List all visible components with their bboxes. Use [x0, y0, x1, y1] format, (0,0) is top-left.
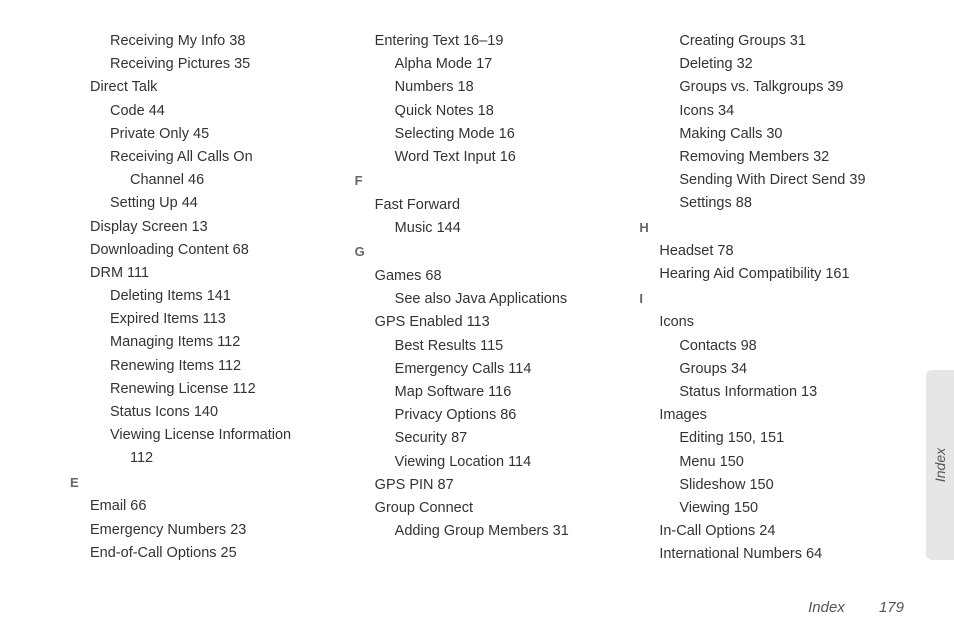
index-entry: Hearing Aid Compatibility 161	[639, 263, 904, 286]
index-entry: Emergency Calls 114	[355, 358, 620, 381]
index-entry: DRM 111	[70, 262, 335, 285]
index-entry: Group Connect	[355, 497, 620, 520]
index-entry: Renewing Items 112	[70, 355, 335, 378]
index-entry: Viewing Location 114	[355, 451, 620, 474]
index-entry: Editing 150, 151	[639, 427, 904, 450]
index-entry: See also Java Applications	[355, 288, 620, 311]
index-entry: International Numbers 64	[639, 543, 904, 566]
index-entry: Receiving All Calls On	[70, 146, 335, 169]
index-entry: Slideshow 150	[639, 474, 904, 497]
index-entry: Setting Up 44	[70, 192, 335, 215]
index-entry: Private Only 45	[70, 123, 335, 146]
index-entry: Viewing License Information	[70, 424, 335, 447]
index-entry: Receiving Pictures 35	[70, 53, 335, 76]
index-entry: Managing Items 112	[70, 331, 335, 354]
page-footer: Index 179	[808, 599, 904, 616]
index-letter-heading: I	[639, 289, 904, 310]
index-entry: Groups 34	[639, 358, 904, 381]
index-entry: Code 44	[70, 100, 335, 123]
index-column-1: Receiving My Info 38Receiving Pictures 3…	[70, 30, 335, 590]
index-entry: Adding Group Members 31	[355, 520, 620, 543]
index-entry: Receiving My Info 38	[70, 30, 335, 53]
index-columns: Receiving My Info 38Receiving Pictures 3…	[70, 30, 904, 590]
footer-page-number: 179	[879, 599, 904, 616]
index-entry: Selecting Mode 16	[355, 123, 620, 146]
index-letter-heading: H	[639, 218, 904, 239]
index-entry: Downloading Content 68	[70, 239, 335, 262]
index-entry: Display Screen 13	[70, 216, 335, 239]
index-letter-heading: E	[70, 473, 335, 494]
footer-section-label: Index	[808, 599, 845, 616]
index-entry: Fast Forward	[355, 194, 620, 217]
index-entry: Entering Text 16–19	[355, 30, 620, 53]
index-entry: Groups vs. Talkgroups 39	[639, 76, 904, 99]
index-entry: Security 87	[355, 427, 620, 450]
side-tab-label: Index	[932, 448, 948, 482]
index-entry: Deleting 32	[639, 53, 904, 76]
index-entry: Menu 150	[639, 451, 904, 474]
index-entry: 112	[70, 447, 335, 470]
index-letter-heading: F	[355, 171, 620, 192]
index-column-3: Creating Groups 31Deleting 32Groups vs. …	[639, 30, 904, 590]
index-entry: Icons	[639, 311, 904, 334]
index-entry: Renewing License 112	[70, 378, 335, 401]
index-entry: Expired Items 113	[70, 308, 335, 331]
index-entry: Emergency Numbers 23	[70, 519, 335, 542]
index-entry: Map Software 116	[355, 381, 620, 404]
index-column-2: Entering Text 16–19Alpha Mode 17Numbers …	[355, 30, 620, 590]
index-entry: Channel 46	[70, 169, 335, 192]
index-entry: Privacy Options 86	[355, 404, 620, 427]
index-entry: Alpha Mode 17	[355, 53, 620, 76]
index-entry: Direct Talk	[70, 76, 335, 99]
index-entry: Images	[639, 404, 904, 427]
index-entry: End-of-Call Options 25	[70, 542, 335, 565]
index-entry: Making Calls 30	[639, 123, 904, 146]
index-entry: GPS Enabled 113	[355, 311, 620, 334]
index-entry: Status Icons 140	[70, 401, 335, 424]
index-entry: Numbers 18	[355, 76, 620, 99]
index-entry: Removing Members 32	[639, 146, 904, 169]
index-entry: Headset 78	[639, 240, 904, 263]
index-entry: Quick Notes 18	[355, 100, 620, 123]
index-entry: In-Call Options 24	[639, 520, 904, 543]
index-entry: Music 144	[355, 217, 620, 240]
index-entry: Email 66	[70, 495, 335, 518]
index-entry: Games 68	[355, 265, 620, 288]
index-entry: Deleting Items 141	[70, 285, 335, 308]
index-entry: Creating Groups 31	[639, 30, 904, 53]
index-letter-heading: G	[355, 242, 620, 263]
index-entry: Best Results 115	[355, 335, 620, 358]
index-entry: Sending With Direct Send 39	[639, 169, 904, 192]
index-entry: GPS PIN 87	[355, 474, 620, 497]
index-page: Receiving My Info 38Receiving Pictures 3…	[0, 0, 954, 636]
index-entry: Icons 34	[639, 100, 904, 123]
index-entry: Word Text Input 16	[355, 146, 620, 169]
index-entry: Settings 88	[639, 192, 904, 215]
index-entry: Contacts 98	[639, 335, 904, 358]
side-tab: Index	[926, 370, 954, 560]
index-entry: Viewing 150	[639, 497, 904, 520]
index-entry: Status Information 13	[639, 381, 904, 404]
